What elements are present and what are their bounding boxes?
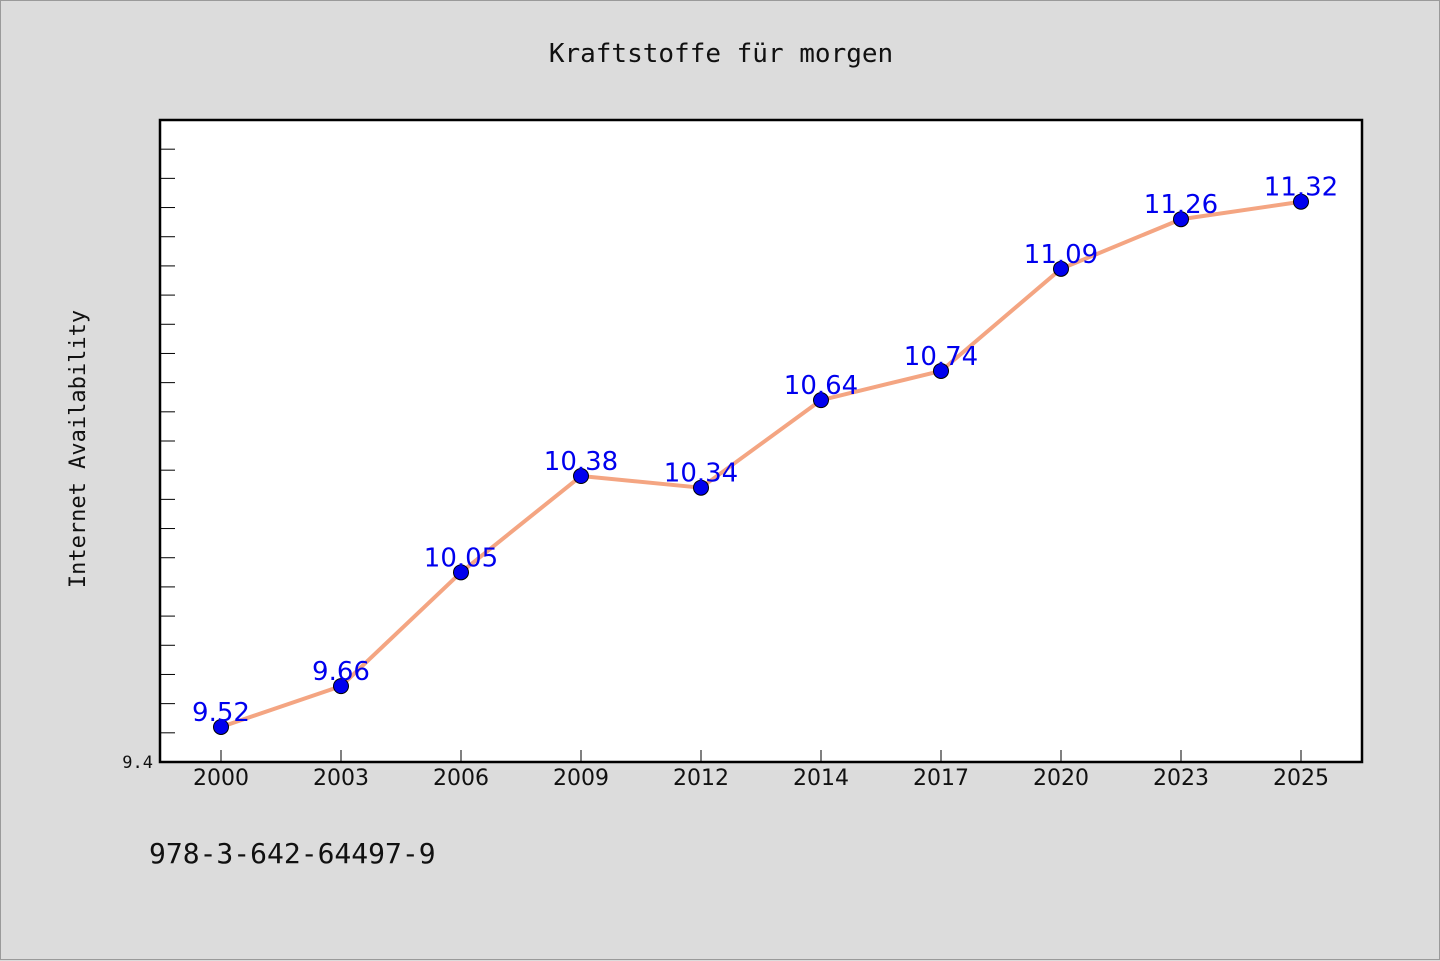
y-axis-ticks: 9.4 [122, 148, 175, 773]
data-label: 9.66 [312, 657, 370, 687]
data-point [453, 564, 469, 581]
y-axis-label: Internet Availability [66, 310, 91, 588]
x-tick-label: 2017 [913, 766, 969, 791]
data-point [1053, 260, 1069, 277]
data-label: 10.64 [784, 371, 858, 401]
data-point [813, 392, 829, 409]
data-point [213, 718, 229, 735]
data-label: 11.09 [1024, 240, 1098, 270]
data-label: 11.26 [1144, 190, 1218, 220]
series-line [220, 199, 1302, 729]
x-tick-label: 2014 [793, 766, 849, 791]
x-tick-label: 2025 [1273, 766, 1329, 791]
data-label: 9.52 [192, 698, 250, 728]
x-axis-ticks: 2000 2003 2006 2009 2012 2014 2017 2020 2023 2025 [193, 750, 1329, 791]
x-tick-label: 2000 [193, 766, 249, 791]
data-label: 10.74 [904, 342, 978, 372]
data-point [1293, 193, 1309, 210]
data-labels: 9.52 9.66 10.05 10.38 10.34 10.64 10.74 11.09 11… [192, 173, 1338, 728]
x-tick-label: 2012 [673, 766, 729, 791]
chart-title: Kraftstoffe für morgen [549, 39, 893, 69]
data-label: 11.32 [1264, 173, 1338, 203]
data-point [333, 678, 349, 695]
data-label: 10.34 [664, 459, 738, 489]
y-tick-label: 9.4 [122, 753, 153, 773]
x-tick-label: 2006 [433, 766, 489, 791]
data-point [1173, 211, 1189, 228]
x-tick-label: 2023 [1153, 766, 1209, 791]
data-markers [213, 193, 1309, 735]
data-label: 10.05 [424, 543, 498, 573]
x-tick-label: 2003 [313, 766, 369, 791]
annotation-text: 978-3-642-64497-9 [149, 837, 436, 870]
data-point [693, 479, 709, 496]
data-label: 10.38 [544, 447, 618, 477]
data-point [573, 468, 589, 485]
x-tick-label: 2020 [1033, 766, 1089, 791]
data-point [933, 362, 949, 379]
x-tick-label: 2009 [553, 766, 609, 791]
